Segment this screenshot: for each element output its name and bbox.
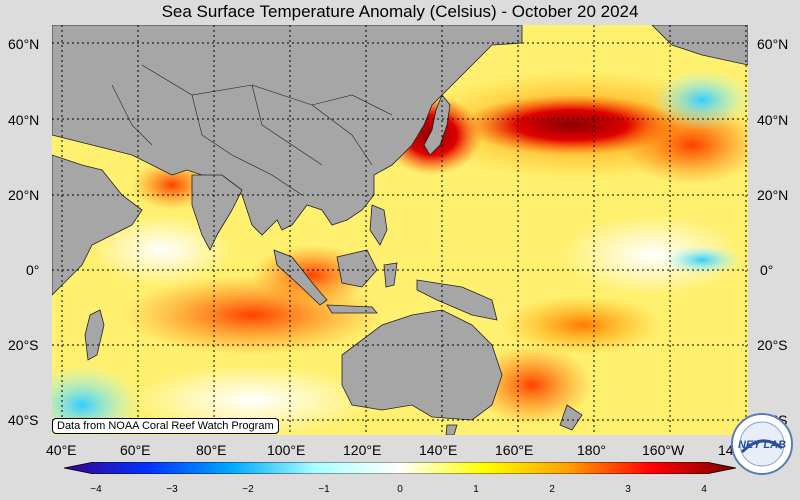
- colorbar-tick: 4: [701, 484, 707, 495]
- lon-label-100e: 100°E: [267, 442, 306, 458]
- new-guinea: [416, 279, 498, 321]
- lon-label-140e: 140°E: [419, 442, 458, 458]
- lat-label-left-20n: 20°N: [8, 187, 40, 203]
- lat-label-left-20s: 20°S: [8, 337, 39, 353]
- lat-label-left-60n: 60°N: [8, 36, 40, 52]
- land-masses: [52, 25, 748, 435]
- sumatra: [273, 249, 328, 306]
- tasmania: [445, 424, 458, 435]
- anomaly-warm-coral-sea: [502, 295, 662, 355]
- arabia-africa: [52, 154, 143, 296]
- alaska: [651, 25, 748, 66]
- anomaly-neutral-west-indian: [92, 215, 232, 285]
- logo-text: NEY LAB: [738, 439, 786, 451]
- lon-label-180: 180°: [577, 442, 606, 458]
- anomaly-warm-tasman: [472, 345, 592, 425]
- data-credit: Data from NOAA Coral Reef Watch Program: [52, 418, 279, 434]
- colorbar-tick: −3: [166, 484, 178, 495]
- lat-label-right-60n: 60°N: [757, 36, 789, 52]
- lon-label-80e: 80°E: [196, 442, 227, 458]
- colorbar-tick: 0: [397, 484, 403, 495]
- india: [191, 174, 243, 251]
- lon-label-160w: 160°W: [642, 442, 685, 458]
- madagascar: [84, 309, 105, 361]
- sst-anomaly-map: [52, 25, 748, 435]
- philippines: [369, 204, 388, 246]
- colorbar-tick: 2: [549, 484, 555, 495]
- anomaly-cool-gulf-alaska: [652, 70, 748, 130]
- lon-label-120e: 120°E: [343, 442, 382, 458]
- colorbar-tick: −2: [242, 484, 254, 495]
- colorbar-tick: 1: [473, 484, 479, 495]
- lat-label-left-40s: 40°S: [8, 412, 39, 428]
- lon-label-160e: 160°E: [495, 442, 534, 458]
- anomaly-neutral-south-indian: [132, 365, 372, 435]
- colorbar-tick: 3: [625, 484, 631, 495]
- java: [326, 304, 378, 314]
- lat-label-right-20s: 20°S: [757, 337, 788, 353]
- lon-label-140w-partial: 14: [718, 442, 734, 458]
- japan: [423, 94, 451, 156]
- sulawesi: [383, 262, 398, 288]
- australia: [341, 309, 503, 421]
- map-title: Sea Surface Temperature Anomaly (Celsius…: [161, 2, 639, 21]
- lat-label-right-20n: 20°N: [757, 187, 789, 203]
- anomaly-neutral-central-pacific: [562, 215, 742, 295]
- graticule: [52, 25, 748, 435]
- anomaly-cool-southwest: [52, 365, 142, 435]
- lat-label-right-40n: 40°N: [757, 112, 789, 128]
- lat-label-right-0: 0°: [760, 262, 774, 278]
- lon-label-60e: 60°E: [120, 442, 151, 458]
- colorbar: [64, 462, 736, 474]
- borneo: [336, 249, 378, 288]
- anomaly-cool-equatorial-pacific: [662, 245, 742, 275]
- map-canvas: [52, 25, 748, 435]
- ney-lab-logo: NEY LAB: [731, 413, 793, 475]
- colorbar-tick: −4: [90, 484, 102, 495]
- lon-label-40e: 40°E: [46, 442, 77, 458]
- country-borders: [111, 64, 393, 196]
- lat-label-left-0: 0°: [26, 262, 40, 278]
- colorbar-tick: −1: [318, 484, 330, 495]
- lat-label-left-40n: 40°N: [8, 112, 40, 128]
- new-zealand: [559, 404, 583, 431]
